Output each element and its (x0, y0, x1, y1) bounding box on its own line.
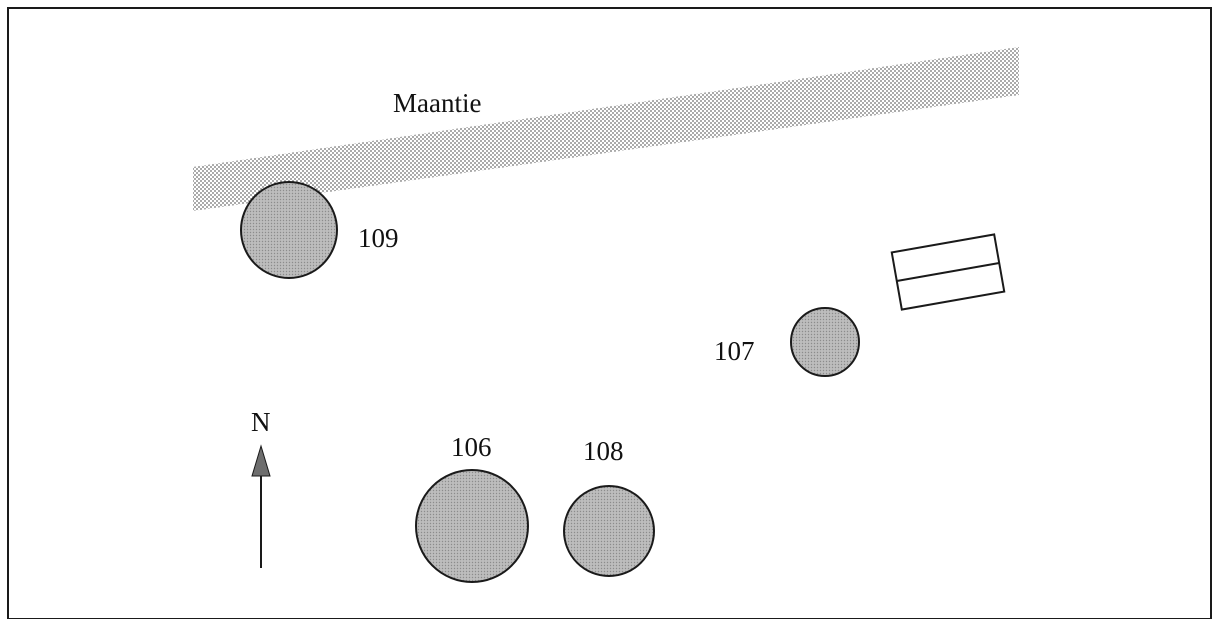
feature-107-circle (790, 307, 860, 377)
north-label: N (251, 407, 271, 437)
road-label: Maantie (393, 88, 481, 118)
building-outline (890, 233, 1006, 311)
feature-109-circle (240, 181, 338, 279)
feature-106-circle (415, 469, 529, 583)
feature-108-circle (563, 485, 655, 577)
feature-108-label: 108 (583, 436, 624, 466)
feature-106-label: 106 (451, 432, 492, 462)
feature-109-label: 109 (358, 223, 399, 253)
feature-107-label: 107 (714, 336, 755, 366)
road-band (193, 47, 1019, 211)
north-arrow-icon (251, 444, 271, 568)
